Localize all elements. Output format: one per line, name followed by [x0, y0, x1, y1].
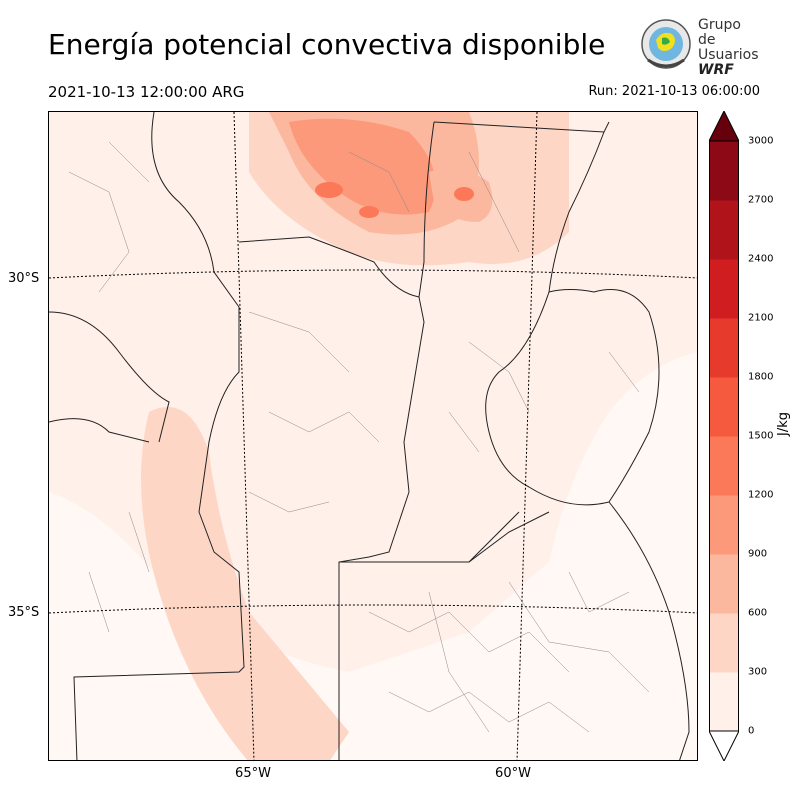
- run-time: Run: 2021-10-13 06:00:00: [588, 84, 760, 99]
- lat-label-35s: 35°S: [8, 605, 40, 620]
- colorbar-tick-label: 1200: [748, 489, 774, 501]
- colorbar-outline: [709, 140, 739, 732]
- logo-line-3: WRF: [698, 62, 734, 78]
- colorbar-svg: [708, 109, 740, 763]
- colorbar-band: [709, 554, 739, 614]
- colorbar-tick-label: 2700: [748, 194, 774, 206]
- colorbar-over-triangle: [708, 109, 740, 142]
- colorbar-tick-label: 2100: [748, 312, 774, 324]
- lat-label-30s: 30°S: [8, 271, 40, 286]
- colorbar-band: [709, 672, 739, 732]
- colorbar-tick-label: 3000: [748, 135, 774, 147]
- colorbar-band: [709, 141, 739, 201]
- colorbar: [708, 109, 740, 763]
- cape-map: [48, 111, 698, 761]
- logo-line-2: Usuarios: [698, 47, 759, 63]
- colorbar-tick-label: 300: [748, 666, 768, 678]
- colorbar-band: [709, 436, 739, 496]
- logo-line-1: Grupo de: [698, 17, 741, 48]
- logo-globe-icon: [641, 19, 691, 69]
- valid-time: 2021-10-13 12:00:00 ARG: [48, 83, 245, 101]
- lon-label-65w: 65°W: [235, 766, 271, 781]
- colorbar-tick-label: 900: [748, 548, 768, 560]
- colorbar-tick-label: 0: [748, 725, 755, 737]
- colorbar-band: [709, 495, 739, 555]
- colorbar-band: [709, 200, 739, 260]
- colorbar-band: [709, 259, 739, 319]
- colorbar-tick-label: 2400: [748, 253, 774, 265]
- colorbar-tick-label: 1500: [748, 430, 774, 442]
- logo: Grupo de Usuarios WRF: [638, 16, 760, 78]
- colorbar-band: [709, 318, 739, 378]
- colorbar-tick-label: 1800: [748, 371, 774, 383]
- lon-label-60w: 60°W: [495, 766, 531, 781]
- page-title: Energía potencial convectiva disponible: [48, 28, 606, 61]
- colorbar-band: [709, 377, 739, 437]
- colorbar-band: [709, 613, 739, 673]
- colorbar-tick-label: 600: [748, 607, 768, 619]
- map-canvas: [49, 112, 697, 760]
- colorbar-unit-label: J/kg: [776, 412, 791, 436]
- colorbar-under-triangle: [708, 730, 740, 763]
